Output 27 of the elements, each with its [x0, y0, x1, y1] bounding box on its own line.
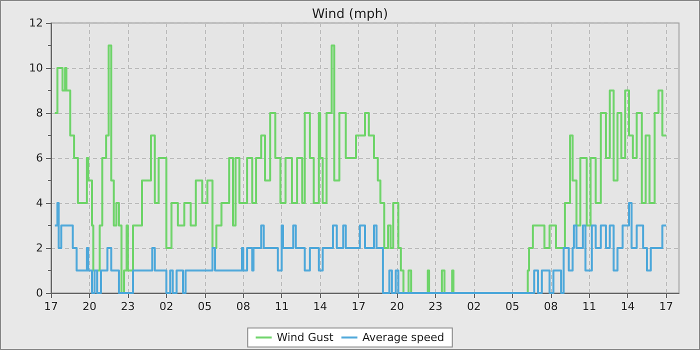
- chart-title: Wind (mph): [312, 7, 388, 22]
- x-tick-label: 05: [198, 300, 212, 313]
- x-tick-label: 20: [82, 300, 96, 313]
- x-tick-label: 14: [620, 300, 635, 313]
- x-tick-label: 11: [582, 300, 596, 313]
- x-tick-label: 17: [659, 300, 674, 313]
- x-tick-label: 17: [352, 300, 366, 313]
- x-tick-label: 02: [159, 300, 174, 313]
- x-tick-label: 05: [505, 300, 520, 313]
- x-tick-label: 02: [466, 300, 481, 313]
- y-tick-label: 2: [36, 242, 43, 254]
- x-tick-label: 23: [428, 300, 442, 313]
- y-tick-label: 8: [36, 106, 43, 120]
- x-tick-label: 17: [44, 300, 58, 313]
- x-tick-label: 08: [544, 300, 558, 313]
- legend-label: Average speed: [362, 331, 444, 344]
- y-tick-label: 4: [36, 196, 43, 210]
- x-tick-label: 11: [274, 300, 289, 313]
- x-tick-label: 08: [236, 300, 250, 313]
- x-tick-label: 20: [390, 300, 404, 313]
- y-tick-label: 10: [29, 62, 43, 74]
- x-tick-label: 23: [120, 300, 135, 313]
- y-tick-label: 6: [36, 152, 43, 164]
- y-tick-label: 12: [29, 16, 43, 30]
- x-tick-label: 14: [313, 300, 328, 313]
- y-tick-label: 0: [36, 286, 43, 300]
- legend-label: Wind Gust: [276, 331, 334, 344]
